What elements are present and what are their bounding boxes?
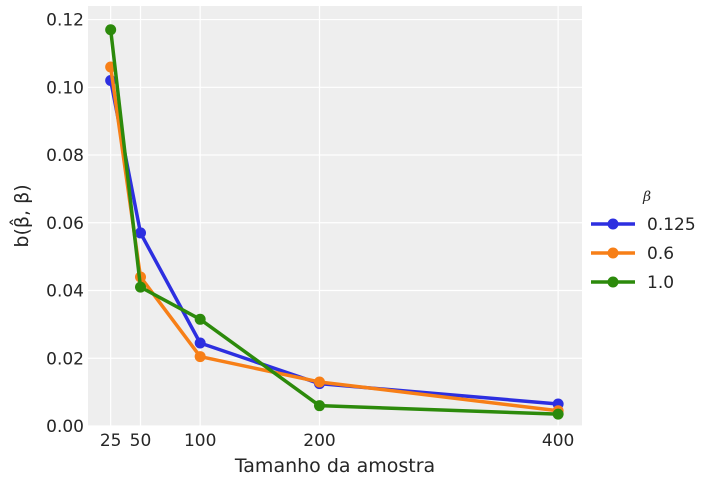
legend: β 0.125 0.6 1.0 [591, 189, 696, 293]
plot-background [88, 6, 582, 426]
legend-swatch-marker [607, 276, 619, 288]
series-layer [105, 24, 564, 420]
legend-title: β [642, 189, 651, 205]
y-tick-label: 0.06 [46, 214, 84, 234]
data-point [135, 227, 147, 239]
x-ticks: 25 50 100 200 400 [100, 431, 575, 451]
series-1.0 [105, 24, 564, 420]
x-tick-label: 50 [130, 431, 152, 451]
x-tick-label: 25 [100, 431, 122, 451]
data-point [194, 351, 206, 363]
data-point [194, 337, 206, 349]
legend-item: 0.125 [591, 215, 696, 235]
legend-swatch-marker [607, 247, 619, 259]
legend-label: 0.125 [647, 215, 696, 235]
x-axis-label: Tamanho da amostra [234, 455, 435, 477]
y-axis-label: b(β̂, β) [9, 184, 33, 247]
y-ticks: 0.00 0.02 0.04 0.06 0.08 0.10 0.12 [46, 11, 84, 437]
x-tick-label: 100 [184, 431, 216, 451]
y-tick-label: 0.12 [46, 11, 84, 31]
data-point [135, 281, 147, 293]
data-point [313, 400, 325, 412]
y-tick-label: 0.10 [46, 78, 84, 98]
data-point [313, 376, 325, 388]
x-tick-label: 400 [542, 431, 574, 451]
legend-label: 1.0 [647, 273, 674, 293]
data-point [194, 313, 206, 325]
legend-item: 0.6 [591, 244, 674, 264]
legend-label: 0.6 [647, 244, 674, 264]
y-tick-label: 0.02 [46, 349, 84, 369]
legend-item: 1.0 [591, 273, 674, 293]
y-tick-label: 0.04 [46, 282, 84, 302]
legend-swatch-marker [607, 218, 619, 230]
y-tick-label: 0.08 [46, 146, 84, 166]
y-tick-label: 0.00 [46, 417, 84, 437]
data-point [105, 24, 117, 36]
x-tick-label: 200 [303, 431, 335, 451]
data-point [552, 408, 564, 420]
